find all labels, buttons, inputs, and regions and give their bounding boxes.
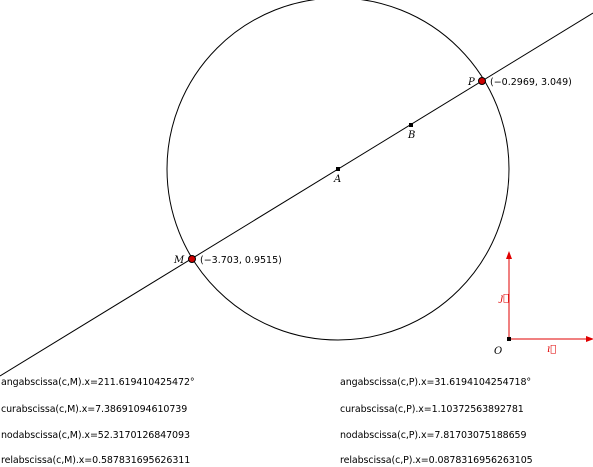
point-m-marker[interactable] [188,255,196,263]
readout-angabscissa-m: angabscissa(c,M).x=211.619410425472° [1,377,195,388]
circle-c [166,0,510,341]
origin-marker [507,337,511,341]
point-a-label: A [333,174,341,185]
readout-curabscissa-m: curabscissa(c,M).x=7.38691094610739 [1,404,188,415]
point-p-coords: (−0.2969, 3.049) [490,77,572,88]
vector-i-label: ı⃗ [547,344,556,355]
vector-j-label: ȷ⃗ [498,293,509,304]
readout-relabscissa-p: relabscissa(c,P).x=0.0878316956263105 [340,455,533,466]
readout-nodabscissa-p: nodabscissa(c,P).x=7.81703075188659 [340,430,527,441]
origin-label: O [494,346,502,357]
readout-curabscissa-p: curabscissa(c,P).x=1.10372563892781 [340,404,524,415]
readout-nodabscissa-m: nodabscissa(c,M).x=52.3170126847093 [1,430,190,441]
point-m-label: M [173,255,185,266]
readout-angabscissa-p: angabscissa(c,P).x=31.6194104254718° [340,377,532,388]
point-a-marker[interactable] [336,167,340,171]
point-p-label: P [467,77,475,88]
vector-i-arrowhead [586,336,593,342]
readout-relabscissa-m: relabscissa(c,M).x=0.587831695626311 [1,455,191,466]
point-p-marker[interactable] [478,77,486,85]
point-b-marker[interactable] [409,123,413,127]
vector-j-arrowhead [506,251,512,259]
line-mp [0,12,593,377]
point-b-label: B [407,130,415,141]
point-m-coords: (−3.703, 0.9515) [200,255,282,266]
